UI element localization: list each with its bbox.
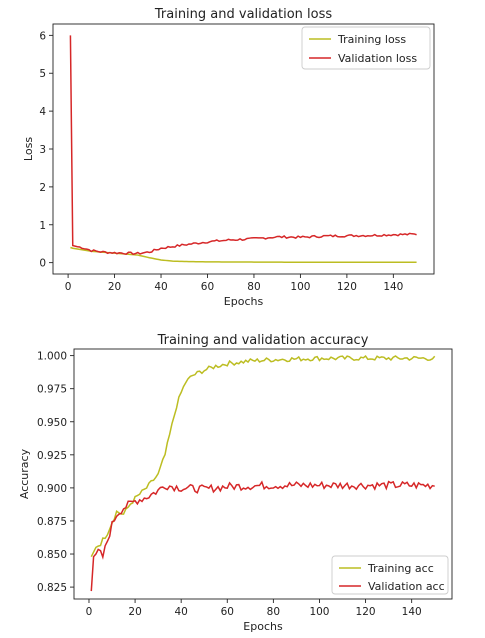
y-tick-label: 0 [39,258,46,270]
legend-label-validation: Validation acc [368,580,445,593]
plot-frame [73,348,453,600]
y-tick-label: 6 [39,30,46,42]
x-tick-label: 100 [290,281,310,293]
x-tick-label: 80 [247,281,260,293]
y-tick-label: 0.950 [37,417,67,429]
x-tick-label: 40 [174,606,187,618]
y-tick-label: 0.925 [37,450,67,462]
y-tick-label: 5 [39,68,46,80]
series-line-validation [90,480,435,592]
legend-box [331,555,449,595]
x-tick-label: 140 [383,281,403,293]
y-tick-label: 1.000 [37,351,67,363]
x-axis-label: Epochs [243,620,283,633]
chart-title: Training and validation accuracy [157,333,369,348]
x-tick-label: 120 [356,606,376,618]
legend-label-training: Training loss [337,33,406,46]
series-line-training [70,246,417,264]
x-tick-label: 60 [201,281,214,293]
y-tick-label: 0.825 [37,582,67,594]
legend-box [301,26,431,70]
legend-label-validation: Validation loss [338,52,417,65]
legend: Training loss Validation loss [301,26,431,70]
x-tick-label: 0 [86,606,93,618]
y-tick-label: 1 [39,220,46,232]
x-tick-label: 120 [337,281,357,293]
y-tick-label: 3 [39,144,46,156]
y-axis-label: Accuracy [18,448,31,499]
x-tick-label: 80 [267,606,280,618]
x-tick-label: 0 [65,281,72,293]
x-tick-label: 20 [108,281,121,293]
y-tick-label: 0.900 [37,483,67,495]
y-tick-label: 0.975 [37,384,67,396]
legend: Training acc Validation acc [331,555,449,595]
accuracy-chart: Training and validation accuracy 0 20 40 60 8… [18,333,453,633]
y-tick-label: 4 [39,106,46,118]
series-line-validation [69,35,417,256]
chart-title: Training and validation loss [154,7,332,22]
x-tick-label: 140 [402,606,422,618]
x-tick-label: 100 [309,606,329,618]
x-tick-label: 40 [154,281,167,293]
x-axis-label: Epochs [224,295,264,308]
series-line-training [90,354,436,558]
y-axis-label: Loss [22,137,35,161]
y-tick-label: 0.850 [37,549,67,561]
y-tick-label: 2 [39,182,46,194]
x-tick-label: 20 [128,606,141,618]
legend-label-training: Training acc [367,562,434,575]
y-tick-label: 0.875 [37,516,67,528]
x-tick-label: 60 [221,606,234,618]
